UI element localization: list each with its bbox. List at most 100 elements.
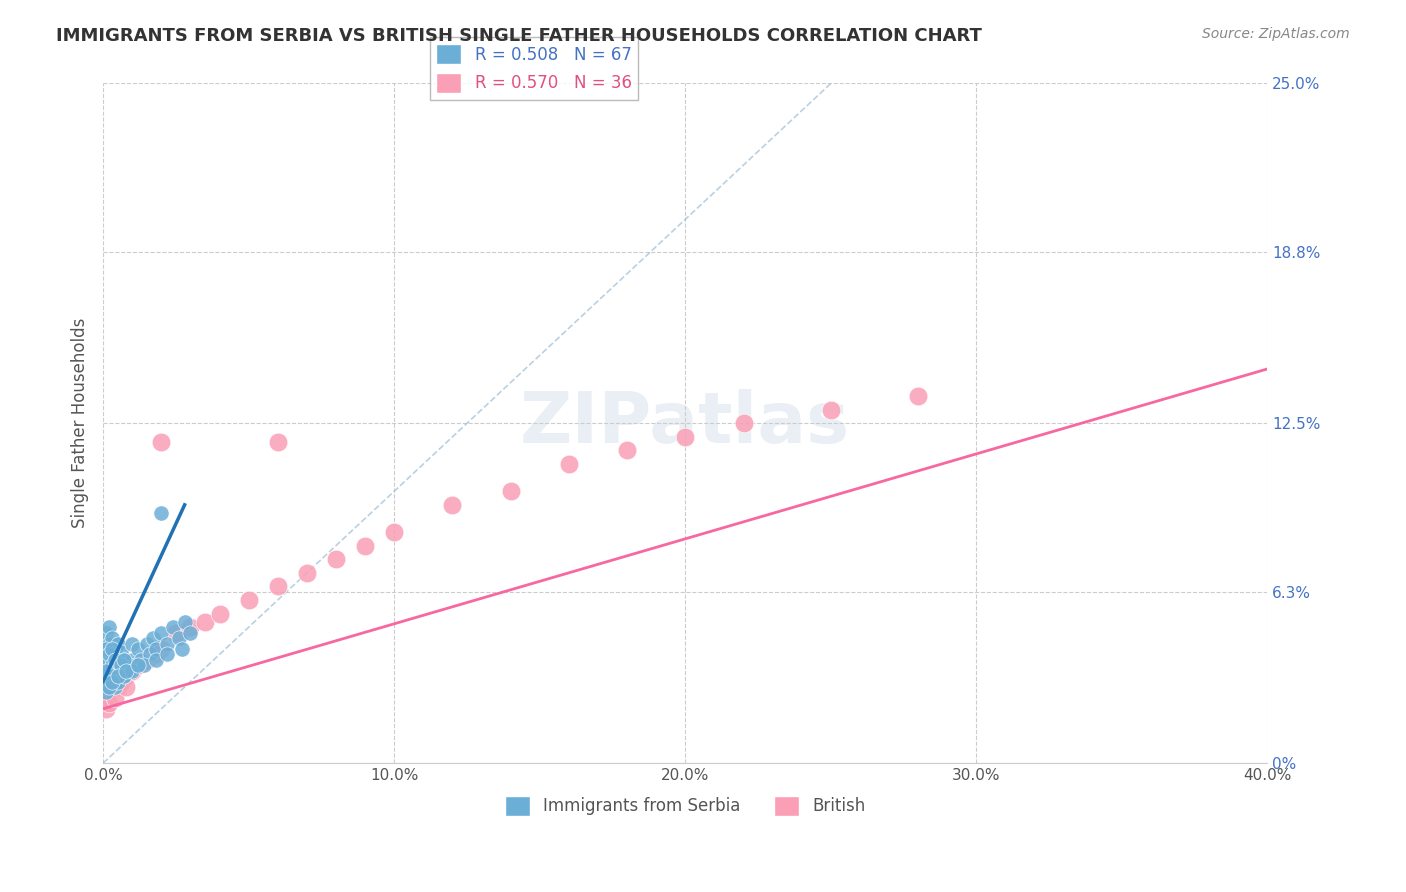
Point [97,696,120,710]
Point [94,688,117,702]
Point [132,658,155,673]
Point [97,680,120,694]
Point [94,674,117,689]
Point [165,625,187,640]
Point [104,690,127,705]
Text: Source: ZipAtlas.com: Source: ZipAtlas.com [1202,27,1350,41]
Point [238,593,260,607]
Point [156,636,179,650]
Point [94,702,117,716]
Point [121,653,143,667]
Point [820,402,842,417]
Point [101,674,124,689]
Point [97,680,120,694]
Point [295,566,318,580]
Point [145,648,167,662]
Point [110,645,132,659]
Point [112,653,135,667]
Point [127,642,149,657]
Point [97,664,120,678]
Point [267,579,290,593]
Point [145,653,167,667]
Point [101,648,124,662]
Point [121,664,143,678]
Point [97,620,120,634]
Point [94,661,117,675]
Point [325,552,347,566]
Point [101,674,124,689]
Point [208,607,231,621]
Point [150,625,173,640]
Point [441,498,464,512]
Point [129,653,152,667]
Point [104,669,127,683]
Point [107,664,129,678]
Point [115,669,138,683]
Point [142,631,165,645]
Point [558,457,581,471]
Point [97,680,120,694]
Point [94,642,117,657]
Point [94,625,117,640]
Point [127,658,149,673]
Point [150,642,173,657]
Point [124,658,146,673]
Point [354,539,377,553]
Point [167,631,190,645]
Point [107,653,129,667]
Point [101,669,124,683]
Point [121,664,143,678]
Point [112,653,135,667]
Point [118,664,141,678]
Point [382,524,405,539]
Point [94,669,117,683]
Point [127,658,149,673]
Point [97,648,120,662]
Point [104,653,127,667]
Point [150,506,173,520]
Point [121,636,143,650]
Point [94,664,117,678]
Point [156,648,179,662]
Point [104,642,127,657]
Point [101,658,124,673]
Y-axis label: Single Father Households: Single Father Households [72,318,89,528]
Point [94,642,117,657]
Point [179,625,201,640]
Point [104,680,127,694]
Point [94,658,117,673]
Point [150,435,173,450]
Point [499,484,522,499]
Point [107,669,129,683]
Point [115,680,138,694]
Point [179,620,201,634]
Point [112,669,135,683]
Point [97,661,120,675]
Point [97,636,120,650]
Point [194,615,217,629]
Legend: Immigrants from Serbia, British: Immigrants from Serbia, British [498,789,872,822]
Point [101,674,124,689]
Point [94,685,117,699]
Text: IMMIGRANTS FROM SERBIA VS BRITISH SINGLE FATHER HOUSEHOLDS CORRELATION CHART: IMMIGRANTS FROM SERBIA VS BRITISH SINGLE… [56,27,983,45]
Point [112,669,135,683]
Point [173,615,195,629]
Point [104,658,127,673]
Point [616,443,638,458]
Point [138,648,160,662]
Point [110,658,132,673]
Point [110,661,132,675]
Point [101,642,124,657]
Text: ZIPatlas: ZIPatlas [520,389,851,458]
Point [170,642,193,657]
Point [94,680,117,694]
Point [267,435,290,450]
Point [135,653,157,667]
Point [115,658,138,673]
Point [115,664,138,678]
Point [97,674,120,689]
Point [162,620,184,634]
Point [145,642,167,657]
Point [673,430,696,444]
Point [907,389,929,403]
